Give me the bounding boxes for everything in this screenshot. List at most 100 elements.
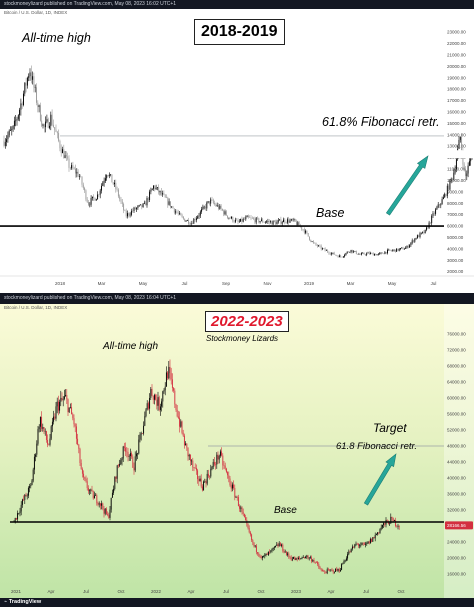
- chart-svg-1[interactable]: 23000.00 22000.00 21000.00 20000.00 19000.00…: [0, 9, 474, 293]
- candle-body: [193, 219, 195, 224]
- candle-body: [455, 159, 457, 170]
- candle-body: [279, 543, 281, 546]
- candle-body: [110, 174, 112, 176]
- candle-body: [90, 198, 92, 205]
- candle-body: [128, 456, 130, 457]
- candle-body: [156, 399, 158, 406]
- candle-body: [303, 557, 305, 558]
- candle-body: [27, 487, 29, 496]
- candle-body: [111, 174, 113, 183]
- candle-body: [272, 220, 274, 225]
- candle-body: [420, 232, 422, 234]
- candle-body: [353, 546, 355, 548]
- candle-body: [163, 193, 165, 195]
- candle-body: [232, 216, 234, 222]
- candle-body: [145, 409, 147, 417]
- candle-body: [35, 454, 37, 457]
- candle-body: [24, 82, 26, 94]
- candle-body: [85, 190, 87, 200]
- candle-body: [313, 560, 315, 563]
- candle-body: [95, 495, 97, 496]
- candle-body: [15, 518, 17, 520]
- y-tick-label: 48000.00: [447, 444, 466, 449]
- candle-body: [192, 460, 194, 468]
- candle-body: [103, 180, 105, 183]
- candle-body: [398, 525, 400, 527]
- candle-body: [280, 219, 282, 224]
- candle-body: [268, 221, 270, 223]
- candle-body: [188, 220, 190, 224]
- candle-body: [57, 401, 59, 411]
- candle-body: [246, 215, 248, 218]
- candle-body: [308, 557, 310, 559]
- candle-body: [211, 199, 213, 201]
- candle-body: [314, 562, 316, 563]
- candle-body: [250, 217, 252, 219]
- candle-body: [36, 87, 37, 103]
- candle-body: [6, 139, 8, 143]
- candle-body: [255, 545, 257, 553]
- candle-body: [65, 394, 67, 397]
- candle-body: [91, 196, 93, 199]
- candle-body: [230, 485, 232, 489]
- candle-body: [192, 223, 193, 224]
- chart-panel-2[interactable]: 76000.00 72000.00 68000.00 64000.00 60000.00…: [0, 304, 474, 598]
- chart-panel-1[interactable]: 23000.00 22000.00 21000.00 20000.00 19000.00…: [0, 9, 474, 293]
- candle-body: [259, 221, 261, 223]
- candle-body: [233, 221, 235, 223]
- candle-body: [277, 544, 279, 547]
- candle-body: [62, 398, 64, 400]
- candle-body: [52, 124, 54, 128]
- candle-body: [186, 220, 188, 221]
- candle-body: [160, 190, 162, 195]
- candle-body: [311, 241, 313, 243]
- candle-body: [221, 451, 223, 456]
- candle-body: [180, 212, 182, 216]
- symbol-label-1: Bitcoin / U.S. Dollar, 1D, INDEX: [4, 10, 68, 15]
- candle-body: [366, 253, 368, 255]
- candle-body: [359, 545, 361, 547]
- candle-body: [347, 554, 349, 559]
- candle-body: [288, 219, 290, 223]
- candle-body: [458, 139, 460, 149]
- candle-body: [416, 235, 418, 239]
- candle-body: [351, 249, 353, 253]
- candle-body: [115, 476, 117, 479]
- x-tick-label: 2023: [291, 589, 302, 594]
- candle-body: [312, 241, 314, 243]
- candle-body: [214, 203, 216, 205]
- tradingview-footer[interactable]: ⌁ TradingView: [4, 598, 41, 607]
- candle-body: [281, 544, 283, 546]
- candle-body: [311, 557, 313, 562]
- y-tick-label: 64000.00: [447, 380, 466, 385]
- candle-body: [201, 209, 203, 212]
- candle-body: [353, 251, 355, 253]
- candle-body: [172, 206, 174, 209]
- candle-body: [122, 446, 124, 459]
- candle-body: [254, 218, 256, 223]
- chart-svg-2[interactable]: 76000.00 72000.00 68000.00 64000.00 60000.00…: [0, 304, 474, 598]
- candle-body: [365, 543, 367, 545]
- candle-body: [255, 217, 257, 223]
- candle-body: [336, 255, 338, 256]
- candle-body: [354, 251, 356, 252]
- candle-body: [309, 557, 311, 559]
- candle-body: [234, 488, 236, 498]
- candle-body: [31, 480, 33, 486]
- candle-body: [190, 223, 192, 225]
- candle-body: [89, 204, 91, 206]
- y-tick-label: 21000.00: [447, 52, 466, 57]
- candle-body: [281, 222, 283, 224]
- candle-body: [159, 406, 161, 411]
- candle-body: [229, 217, 231, 219]
- candle-body: [134, 207, 136, 210]
- candle-body: [142, 203, 144, 208]
- candle-body: [367, 252, 369, 254]
- candle-body: [41, 417, 43, 429]
- candle-body: [306, 555, 308, 557]
- candle-body: [397, 248, 399, 251]
- current-price-label: 12297.81: [447, 152, 466, 157]
- candle-body: [223, 465, 225, 466]
- candle-body: [104, 508, 106, 514]
